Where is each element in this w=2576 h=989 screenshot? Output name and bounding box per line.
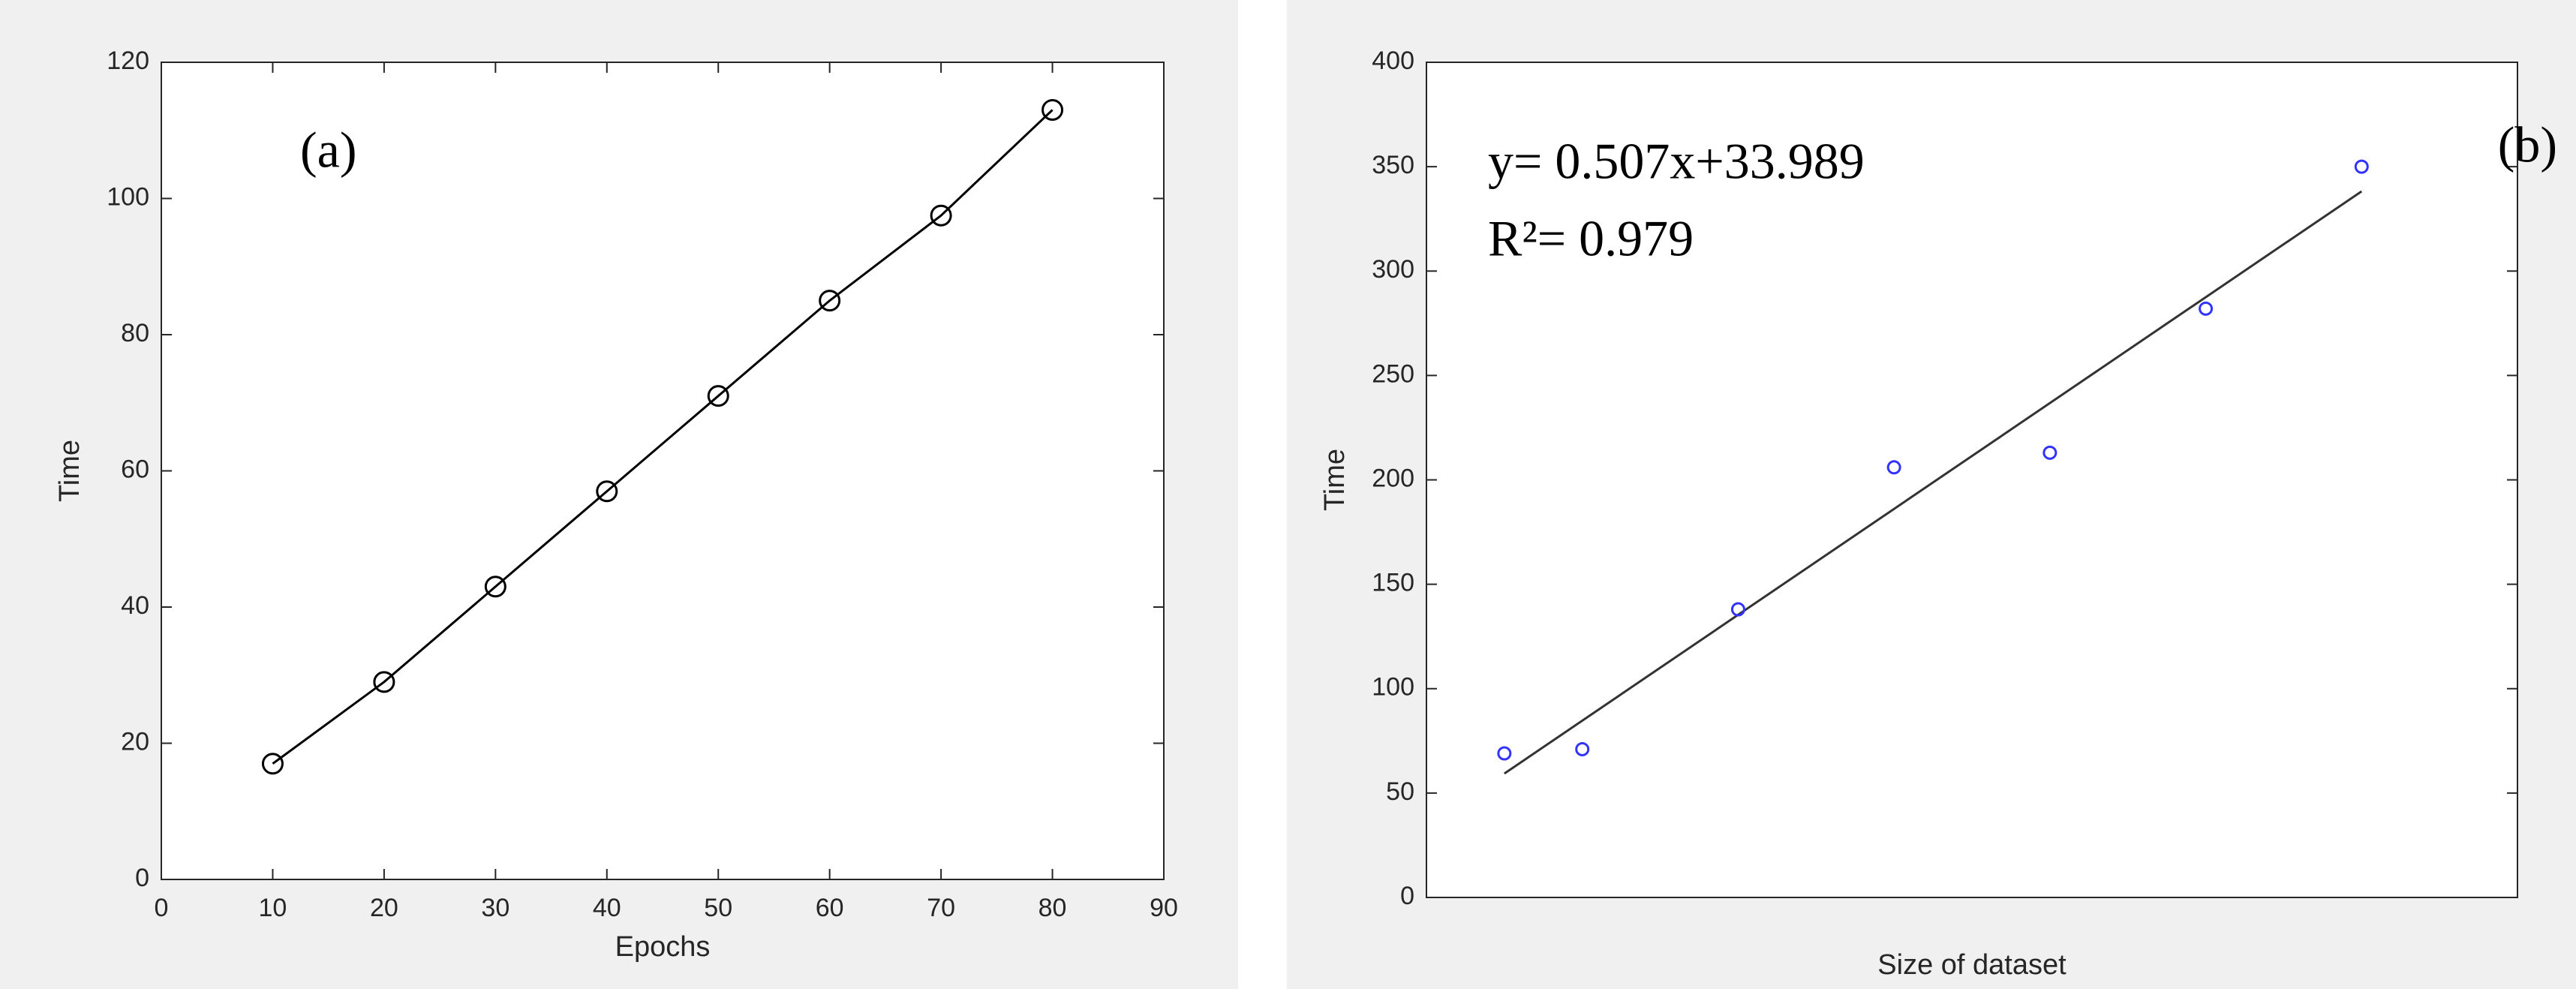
- x-tick-label: 10: [259, 894, 287, 922]
- data-point: [2042, 445, 2057, 460]
- x-tick-label: 90: [1150, 894, 1178, 922]
- y-tick-label: 50: [1386, 777, 1414, 806]
- data-point: [261, 753, 284, 775]
- x-tick-label: 20: [370, 894, 398, 922]
- y-tick-label: 350: [1372, 151, 1414, 179]
- annotation: R²= 0.979: [1488, 210, 1694, 267]
- data-point: [707, 385, 729, 407]
- x-tick-label: 70: [927, 894, 955, 922]
- annotation: y= 0.507x+33.989: [1488, 133, 1865, 190]
- trend-line: [1504, 190, 2363, 775]
- x-tick-label: 40: [593, 894, 621, 922]
- data-point: [930, 204, 952, 227]
- annotation: (b): [2498, 116, 2557, 173]
- plot-area: [161, 62, 1165, 880]
- annotation: (a): [300, 122, 356, 179]
- y-tick-label: 80: [121, 319, 149, 347]
- data-point: [373, 671, 395, 693]
- x-tick-label: 80: [1039, 894, 1067, 922]
- y-tick-label: 0: [135, 864, 149, 892]
- y-tick-label: 150: [1372, 569, 1414, 597]
- y-axis-label: Time: [54, 440, 86, 502]
- data-point: [2354, 159, 2369, 174]
- data-point: [596, 480, 618, 503]
- y-tick-label: 200: [1372, 464, 1414, 492]
- data-point: [1575, 741, 1590, 756]
- x-tick-label: 0: [155, 894, 169, 922]
- plot-area: [1426, 62, 2518, 898]
- data-point: [1042, 99, 1064, 122]
- y-axis-label: Time: [1319, 449, 1351, 511]
- x-axis-label: Size of dataset: [1877, 949, 2067, 981]
- y-tick-label: 20: [121, 727, 149, 756]
- data-point: [1730, 602, 1745, 617]
- y-tick-label: 120: [107, 47, 149, 75]
- y-tick-label: 100: [107, 182, 149, 211]
- y-tick-label: 60: [121, 455, 149, 483]
- y-tick-label: 400: [1372, 47, 1414, 75]
- y-tick-label: 250: [1372, 359, 1414, 388]
- data-point: [1886, 460, 1901, 475]
- y-tick-label: 40: [121, 591, 149, 620]
- y-tick-label: 0: [1400, 882, 1414, 910]
- data-point: [819, 290, 841, 312]
- data-line: [272, 109, 1054, 765]
- data-point: [2199, 301, 2214, 316]
- x-tick-label: 50: [704, 894, 732, 922]
- x-axis-label: Epochs: [615, 931, 711, 963]
- x-tick-label: 60: [816, 894, 844, 922]
- data-point: [1497, 746, 1512, 761]
- x-tick-label: 30: [481, 894, 509, 922]
- y-tick-label: 100: [1372, 673, 1414, 702]
- data-point: [484, 576, 506, 598]
- y-tick-label: 300: [1372, 255, 1414, 284]
